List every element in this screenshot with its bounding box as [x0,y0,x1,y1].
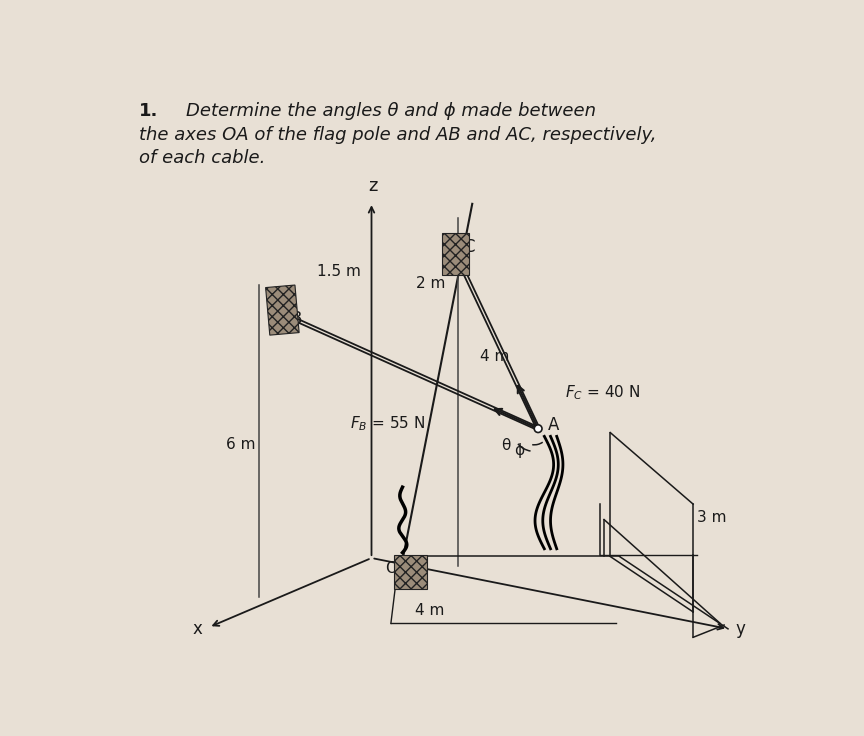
Text: 4 m: 4 m [415,603,444,618]
Text: ϕ: ϕ [514,443,524,458]
Text: the axes OA of the flag pole and AB and AC, respectively,: the axes OA of the flag pole and AB and … [139,126,657,144]
Text: O: O [384,561,397,576]
Text: z: z [368,177,378,194]
Text: Determine the angles θ and ϕ made between: Determine the angles θ and ϕ made betwee… [186,102,595,121]
Text: B: B [290,311,302,328]
Circle shape [534,425,542,433]
Text: C: C [463,238,474,256]
Text: θ: θ [501,438,511,453]
Text: y: y [736,620,746,638]
Bar [394,554,427,590]
Text: A: A [548,416,559,434]
Text: of each cable.: of each cable. [139,149,265,166]
Bar [442,233,469,275]
Bar [265,285,299,335]
Text: $F_B$ = 55 N: $F_B$ = 55 N [350,414,425,433]
Text: x: x [192,620,202,638]
Text: 6 m: 6 m [226,436,255,452]
Text: 1.: 1. [139,102,158,121]
Text: $F_C$ = 40 N: $F_C$ = 40 N [565,383,640,402]
Text: 2 m: 2 m [416,277,446,291]
Text: 1.5 m: 1.5 m [317,264,361,279]
Text: 3 m: 3 m [697,511,727,526]
Text: 4 m: 4 m [480,349,510,364]
